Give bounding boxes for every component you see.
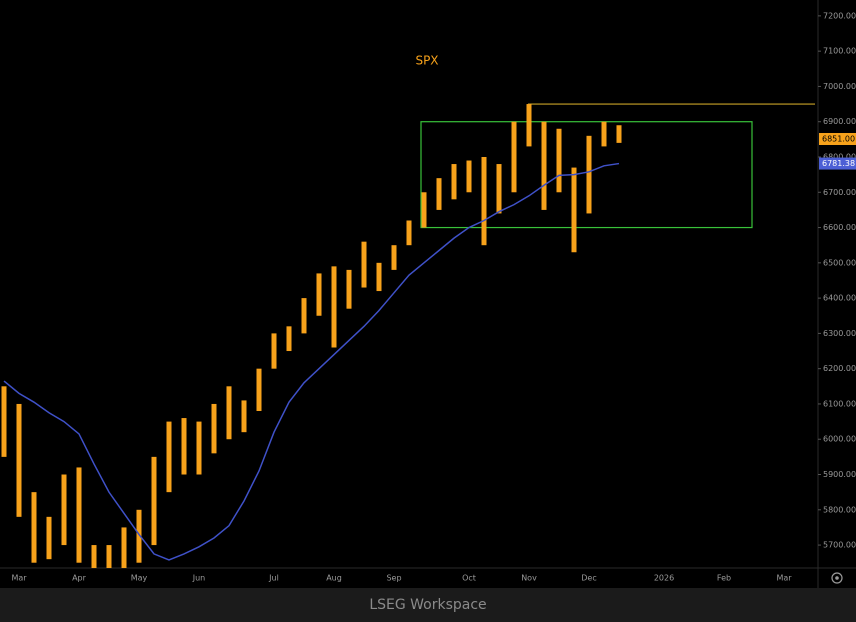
price-bar — [91, 545, 97, 568]
price-bar — [211, 403, 217, 454]
y-tick-label: 6400.00 — [823, 294, 856, 303]
x-tick-label: Jun — [192, 574, 206, 583]
y-tick-label: 6700.00 — [823, 188, 856, 197]
price-bar — [331, 266, 337, 348]
price-bar — [76, 467, 82, 563]
price-bar — [511, 121, 517, 193]
price-bar — [181, 418, 187, 475]
settings-icon[interactable] — [831, 572, 843, 584]
price-bar — [316, 273, 322, 316]
price-bar — [31, 492, 37, 563]
price-bar — [61, 474, 67, 546]
y-tick-label: 6100.00 — [823, 399, 856, 408]
price-tag — [819, 133, 856, 146]
x-tick-label: Nov — [521, 574, 537, 583]
y-tick-label: 6900.00 — [823, 117, 856, 126]
plot-area — [1, 103, 815, 568]
y-tick-label: 5900.00 — [823, 470, 856, 479]
price-bar — [301, 298, 307, 334]
price-bar — [451, 164, 457, 200]
price-bar — [16, 403, 22, 517]
price-bar — [406, 220, 412, 246]
price-bar — [46, 516, 52, 560]
price-bar — [196, 421, 202, 475]
x-tick-label: May — [131, 574, 148, 583]
price-bar — [466, 160, 472, 193]
footer: LSEG Workspace — [0, 588, 856, 622]
chart: SPX 5700.00 5800.00 5900.00 6000.00 6100.00 6… — [0, 0, 856, 588]
x-tick-label: Mar — [11, 574, 27, 583]
y-tick-label: 7100.00 — [823, 47, 856, 56]
price-bar — [556, 128, 562, 193]
price-bar — [256, 368, 262, 412]
x-tick-label: 2026 — [654, 574, 674, 583]
price-bar — [541, 121, 547, 210]
price-bar — [391, 245, 397, 270]
price-bar — [226, 386, 232, 440]
price-bar — [601, 121, 607, 147]
y-tick-label: 5800.00 — [823, 505, 856, 514]
price-bar — [376, 262, 382, 292]
price-bar — [481, 156, 487, 246]
x-tick-label: Mar — [776, 574, 792, 583]
y-tick-label: 6600.00 — [823, 223, 856, 232]
x-tick-label: Aug — [326, 574, 342, 583]
x-tick-label: Jul — [268, 574, 279, 583]
y-tick-label: 6000.00 — [823, 435, 856, 444]
y-tick-label: 7200.00 — [823, 11, 856, 20]
x-tick-label: Dec — [581, 574, 596, 583]
price-bar — [166, 421, 172, 493]
price-bar — [121, 527, 127, 568]
price-bar — [421, 192, 427, 228]
price-bar — [106, 545, 112, 568]
y-tick-label: 6200.00 — [823, 364, 856, 373]
price-bar — [571, 167, 577, 253]
price-bar — [271, 333, 277, 369]
price-bar — [136, 509, 142, 563]
price-bar — [361, 241, 367, 288]
x-tick-label: Oct — [462, 574, 476, 583]
price-tag-label: 6781.38 — [822, 159, 855, 168]
price-bar — [346, 269, 352, 309]
y-tick-label: 6500.00 — [823, 258, 856, 267]
price-bar — [526, 104, 532, 147]
price-bar — [616, 125, 622, 143]
x-tick-label: Feb — [717, 574, 731, 583]
price-bar — [436, 178, 442, 210]
x-tick-label: Apr — [72, 574, 87, 583]
price-bar — [151, 456, 157, 546]
chart-title: SPX — [415, 54, 438, 68]
y-tick-label: 7000.00 — [823, 82, 856, 91]
price-tag — [819, 157, 856, 170]
price-bar — [496, 164, 502, 214]
price-bar — [286, 326, 292, 352]
price-bar — [1, 386, 7, 457]
price-bar — [241, 400, 247, 433]
price-bar — [586, 135, 592, 214]
y-tick-label: 5700.00 — [823, 541, 856, 550]
x-tick-label: Sep — [386, 574, 401, 583]
y-tick-label: 6300.00 — [823, 329, 856, 338]
moving-average — [3, 162, 620, 561]
y-tick-label: 6800.00 — [823, 152, 856, 161]
price-tag-label: 6851.00 — [822, 135, 855, 144]
range-box — [420, 121, 753, 229]
